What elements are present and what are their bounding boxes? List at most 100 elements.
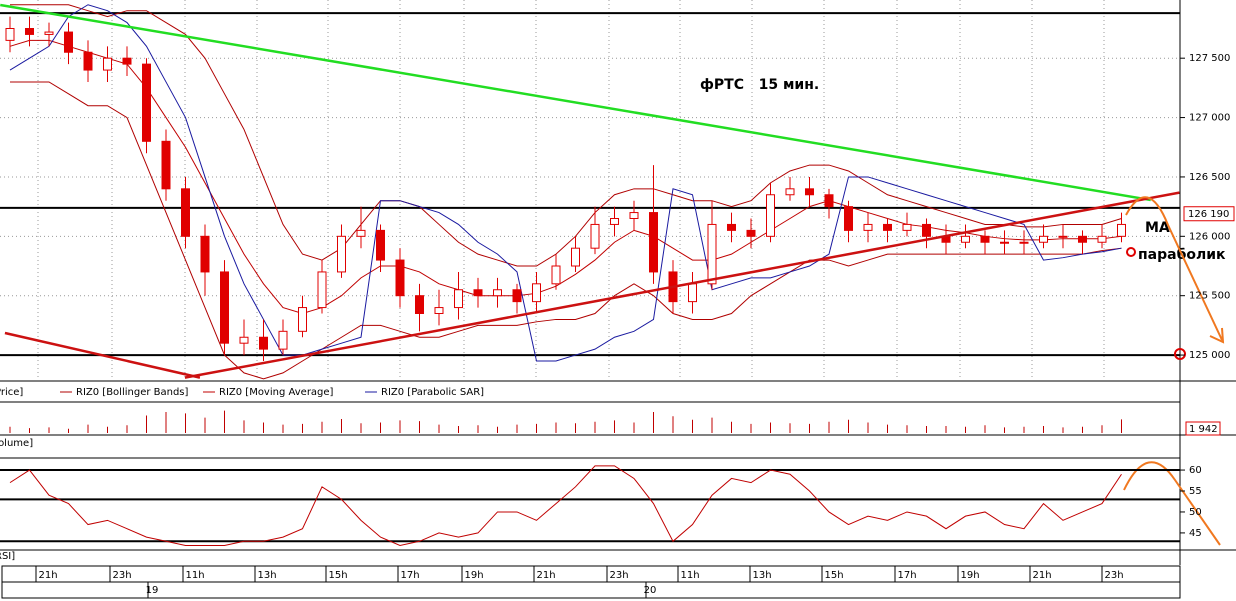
- candle-body: [239, 336, 249, 344]
- time-label: 13h: [752, 570, 771, 581]
- time-label: 21h: [536, 570, 555, 581]
- candle-body: [629, 212, 639, 219]
- y-tick-label: 125 500: [1189, 291, 1230, 302]
- candle-body: [727, 223, 736, 231]
- rsi-tick-label: 55: [1189, 486, 1202, 497]
- candle-body: [844, 206, 853, 231]
- candle-body: [590, 223, 600, 249]
- last-volume-box: [1185, 421, 1221, 436]
- candle-body: [220, 271, 229, 344]
- candle-body: [1019, 241, 1029, 244]
- rsi-tick-label: 45: [1189, 528, 1202, 539]
- date-label: 19: [146, 585, 159, 596]
- candle-body: [161, 140, 171, 190]
- candle-body: [688, 283, 697, 303]
- time-label: 21h: [1032, 570, 1051, 581]
- time-label: 17h: [400, 570, 419, 581]
- forecast-arrow: [1125, 196, 1225, 344]
- candle-body: [493, 289, 502, 297]
- candle-body: [454, 289, 463, 309]
- candle-body: [785, 188, 795, 196]
- y-tick-label: 125 000: [1189, 350, 1230, 361]
- candle-body: [551, 265, 561, 285]
- time-label: 23h: [112, 570, 131, 581]
- rsi-line: [9, 465, 1122, 547]
- candle-body: [395, 259, 405, 297]
- moving-average: [9, 39, 1122, 315]
- candle-body: [473, 289, 483, 297]
- trend-line: [0, 3, 1151, 202]
- trend-line: [4, 331, 201, 379]
- legend-entry: Price]: [0, 387, 23, 398]
- candle-body: [103, 57, 112, 71]
- forecast-arrow: [1123, 461, 1221, 546]
- candle-body: [181, 188, 190, 237]
- time-label: 15h: [328, 570, 347, 581]
- candle-body: [1039, 235, 1048, 243]
- date-label: 20: [644, 585, 657, 596]
- time-label: 19h: [464, 570, 483, 581]
- time-label: 15h: [824, 570, 843, 581]
- marker-circle: [1126, 247, 1136, 257]
- candle-body: [298, 307, 307, 332]
- candle-body: [376, 229, 385, 261]
- candle-body: [317, 271, 327, 309]
- candle-body: [1078, 235, 1087, 243]
- candle-body: [337, 235, 346, 273]
- panel-label: RSI]: [0, 551, 15, 562]
- last-volume-label: 1 942: [1189, 424, 1218, 435]
- candle-body: [83, 51, 93, 71]
- time-label: 19h: [960, 570, 979, 581]
- candle-body: [863, 223, 873, 231]
- bollinger-upper: [10, 4, 1122, 267]
- price-panel: [0, 0, 1180, 380]
- candle-body: [883, 223, 892, 231]
- annotation: МА: [1145, 220, 1170, 236]
- candle-body: [1000, 241, 1009, 244]
- candle-body: [259, 336, 268, 350]
- time-label: 17h: [897, 570, 916, 581]
- trend-line: [184, 191, 1180, 379]
- time-label: 23h: [1104, 570, 1123, 581]
- legend-entry: RIZ0 [Bollinger Bands]: [76, 387, 189, 398]
- candle-body: [44, 31, 54, 35]
- marker-circle: [1174, 348, 1186, 360]
- y-tick-label: 127 000: [1189, 113, 1230, 124]
- candle-body: [415, 295, 424, 314]
- last-price-box: [1183, 206, 1235, 222]
- candle-body: [805, 188, 814, 196]
- time-label: 11h: [185, 570, 204, 581]
- time-label: 11h: [680, 570, 699, 581]
- time-label: 23h: [609, 570, 628, 581]
- candle-body: [142, 63, 151, 142]
- panel-label: Volume]: [0, 438, 33, 449]
- last-price-label: 126 190: [1188, 209, 1229, 220]
- parabolic-sar: [9, 4, 1122, 362]
- candle-body: [356, 229, 366, 237]
- time-label: 21h: [38, 570, 57, 581]
- candle-body: [1117, 223, 1126, 237]
- candle-body: [512, 289, 522, 303]
- candle-body: [922, 223, 931, 237]
- legend-entry: RIZ0 [Moving Average]: [219, 387, 334, 398]
- chart-title: фРТС 15 мин.: [700, 77, 819, 93]
- candle-body: [766, 194, 775, 237]
- bollinger-lower: [10, 81, 1122, 380]
- candle-body: [25, 28, 34, 35]
- time-label: 13h: [257, 570, 276, 581]
- candle-body: [122, 57, 132, 65]
- candle-body: [961, 235, 970, 243]
- candle-body: [1058, 235, 1068, 238]
- rsi-tick-label: 60: [1189, 465, 1202, 476]
- y-tick-label: 126 500: [1189, 172, 1230, 183]
- candle-body: [532, 283, 541, 303]
- candle-body: [746, 229, 756, 237]
- candle-body: [571, 247, 580, 267]
- candle-body: [434, 307, 444, 314]
- candle-body: [649, 212, 658, 273]
- candle-body: [824, 194, 834, 208]
- candle-body: [278, 330, 288, 350]
- y-tick-label: 126 000: [1189, 231, 1230, 242]
